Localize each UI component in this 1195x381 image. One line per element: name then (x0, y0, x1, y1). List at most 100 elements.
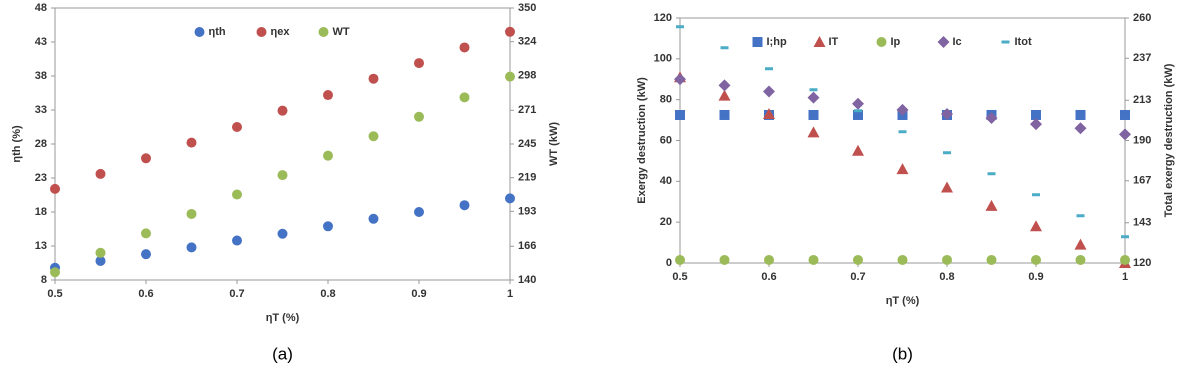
y-axis-title: Exergy destruction (kW) (636, 77, 648, 204)
marker (1120, 254, 1130, 265)
y-tick-label: 48 (35, 2, 47, 14)
y2-axis-title: WT (kW) (548, 122, 560, 166)
marker (941, 107, 953, 120)
marker (897, 254, 908, 265)
marker (674, 73, 686, 86)
marker (1001, 40, 1010, 44)
y-tick-label: 8 (41, 274, 47, 286)
y-tick-label: 38 (35, 70, 47, 82)
marker (505, 193, 515, 204)
x-tick-label: 1 (1122, 271, 1128, 283)
marker (1120, 109, 1130, 120)
marker (459, 200, 470, 211)
y2-tick-label: 324 (518, 36, 537, 48)
marker (808, 109, 819, 120)
marker (505, 26, 515, 37)
marker (141, 228, 151, 239)
marker (1031, 109, 1041, 120)
y-tick-label: 40 (660, 175, 672, 187)
y2-tick-label: 120 (1133, 257, 1151, 269)
legend-label: Ic (953, 36, 962, 48)
marker (1121, 235, 1129, 239)
marker (368, 131, 379, 142)
marker (95, 247, 106, 258)
marker (186, 242, 197, 253)
x-tick-label: 0.9 (411, 288, 426, 300)
marker (813, 36, 826, 47)
y-tick-label: 18 (35, 206, 47, 218)
y-tick-label: 23 (35, 172, 47, 184)
y2-tick-label: 190 (1133, 134, 1151, 146)
y2-tick-label: 213 (1133, 94, 1151, 106)
legend-label: IT (829, 36, 839, 48)
marker (752, 37, 763, 47)
marker (896, 163, 909, 175)
y-axis-title: ηth (%) (11, 125, 23, 163)
marker (232, 122, 242, 132)
y-tick-label: 33 (35, 104, 47, 116)
y2-tick-label: 219 (518, 172, 536, 184)
marker (186, 137, 197, 148)
marker (277, 228, 288, 239)
y2-tick-label: 140 (518, 274, 536, 286)
marker (853, 109, 863, 120)
marker (141, 249, 151, 260)
x-tick-label: 0.5 (672, 271, 687, 283)
marker (941, 181, 953, 193)
marker (985, 199, 998, 211)
marker (987, 172, 996, 176)
marker (852, 144, 864, 156)
marker (277, 170, 288, 181)
legend-label: Itot (1015, 36, 1032, 48)
y-tick-label: 80 (660, 94, 672, 106)
marker (1030, 220, 1042, 232)
x-tick-label: 0.5 (47, 288, 62, 300)
caption: (a) (272, 344, 293, 363)
plot-frame (54, 7, 511, 281)
marker (1075, 254, 1086, 265)
marker (809, 88, 818, 92)
marker (807, 91, 820, 104)
marker (368, 73, 379, 84)
y2-tick-label: 245 (518, 138, 536, 150)
plot-frame (679, 17, 1126, 264)
marker (50, 267, 60, 278)
marker (505, 71, 515, 82)
marker (194, 27, 205, 37)
marker (459, 92, 470, 103)
marker (1031, 254, 1041, 265)
x-tick-label: 0.9 (1028, 271, 1043, 283)
y2-tick-label: 350 (518, 2, 536, 14)
x-tick-label: 1 (507, 288, 513, 300)
marker (323, 90, 333, 101)
marker (986, 254, 997, 265)
marker (50, 183, 60, 194)
marker (323, 150, 333, 161)
marker (807, 126, 820, 138)
marker (985, 112, 998, 125)
legend-label: I;hp (767, 36, 787, 48)
y2-tick-label: 166 (518, 240, 536, 252)
marker (943, 151, 951, 155)
marker (896, 103, 909, 116)
marker (853, 254, 863, 265)
y-tick-label: 0 (666, 257, 672, 269)
x-tick-label: 0.8 (939, 271, 954, 283)
y2-tick-label: 143 (1133, 217, 1151, 229)
y-tick-label: 28 (35, 138, 47, 150)
marker (1075, 109, 1086, 120)
marker (898, 130, 907, 134)
x-tick-label: 0.7 (229, 288, 244, 300)
x-axis-title: ηT (%) (266, 312, 300, 324)
marker (1030, 118, 1042, 131)
marker (95, 255, 106, 266)
y-tick-label: 100 (654, 53, 672, 65)
y-tick-label: 13 (35, 240, 47, 252)
marker (1074, 122, 1087, 135)
marker (414, 111, 424, 122)
y2-tick-label: 167 (1133, 175, 1151, 187)
x-axis-title: ηT (%) (886, 295, 920, 307)
x-tick-label: 0.7 (850, 271, 865, 283)
marker (942, 254, 952, 265)
